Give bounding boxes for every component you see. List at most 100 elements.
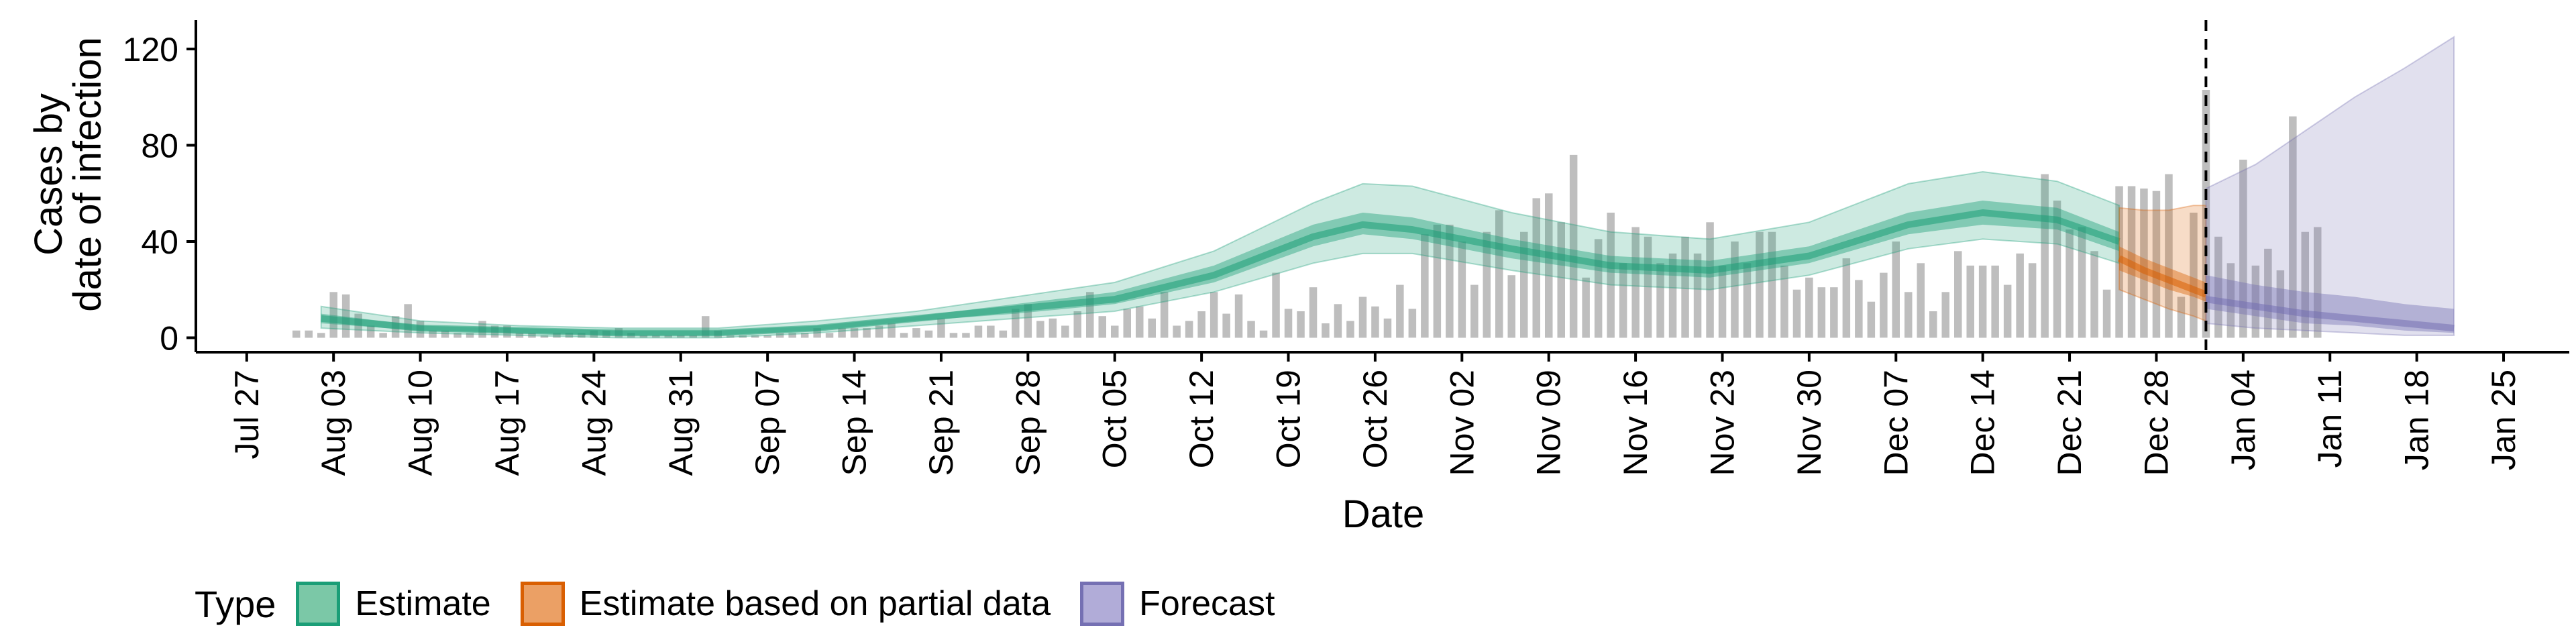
case-bar — [2301, 231, 2309, 338]
case-bar — [1358, 297, 1367, 338]
case-bar — [1569, 154, 1578, 338]
case-bar — [2090, 251, 2098, 338]
case-bar — [565, 333, 574, 338]
legend-label-forecast: Forecast — [1139, 584, 1275, 623]
case-bar — [1805, 277, 1813, 338]
case-bar — [800, 333, 809, 338]
legend-swatch-partial — [520, 582, 565, 626]
case-bar — [2314, 227, 2322, 338]
case-bar — [1954, 251, 1962, 338]
case-bar — [1619, 263, 1627, 338]
case-bar — [962, 333, 970, 338]
case-bar — [1185, 321, 1193, 338]
case-bar — [987, 325, 995, 338]
case-bar — [1880, 272, 1888, 338]
legend-swatch-estimate — [296, 582, 341, 626]
case-bar — [1780, 265, 1788, 338]
case-bar — [329, 292, 337, 338]
case-bar — [2003, 284, 2012, 338]
x-tick-label: Dec 07 — [1877, 370, 1915, 476]
case-bar — [2165, 174, 2173, 338]
case-bar — [1136, 306, 1144, 338]
case-bar — [1842, 258, 1851, 338]
case-bar — [453, 333, 462, 338]
case-bar — [1594, 239, 1603, 338]
x-tick-label: Aug 03 — [315, 370, 352, 476]
case-bar — [813, 328, 821, 338]
case-bar — [1978, 265, 1987, 338]
legend-label-estimate: Estimate — [355, 584, 491, 623]
case-bar — [379, 333, 387, 338]
case-bar — [2264, 248, 2272, 338]
case-bar — [2190, 213, 2198, 338]
case-bar — [1024, 304, 1032, 338]
case-bar — [1644, 236, 1652, 338]
case-bar — [1346, 321, 1354, 338]
case-bar — [2152, 191, 2161, 338]
x-tick-label: Oct 12 — [1183, 370, 1220, 468]
case-bar — [1693, 253, 1702, 338]
band-inner-estimate — [321, 201, 2120, 335]
case-bar — [863, 328, 871, 338]
case-bar — [850, 328, 859, 338]
case-bar — [2016, 253, 2024, 338]
case-bar — [1483, 231, 1491, 338]
case-bar — [366, 325, 375, 338]
case-bar — [1892, 241, 1900, 338]
case-bar — [292, 330, 301, 338]
x-tick-label: Nov 02 — [1443, 370, 1481, 476]
case-bar — [2102, 289, 2111, 338]
case-bar — [1545, 193, 1553, 338]
legend-title: Type — [195, 582, 276, 625]
case-bar — [1904, 292, 1913, 338]
case-bar — [2276, 270, 2285, 338]
x-tick-label: Oct 19 — [1270, 370, 1307, 468]
case-bar — [1446, 224, 1454, 338]
case-bar — [466, 333, 474, 338]
case-bar — [900, 333, 908, 338]
case-bar — [763, 335, 771, 338]
case-bar — [838, 328, 846, 338]
case-bar — [1098, 316, 1106, 338]
case-bar — [1160, 292, 1169, 338]
case-bar — [2028, 263, 2037, 338]
case-bar — [540, 335, 549, 338]
case-bar — [825, 333, 834, 338]
case-bar — [1507, 275, 1515, 338]
median-line-forecast — [2205, 296, 2455, 332]
y-tick-label: 80 — [141, 127, 178, 165]
x-axis-label: Date — [1342, 492, 1425, 536]
case-bar — [1458, 241, 1466, 338]
case-bar — [2053, 201, 2061, 338]
case-bar — [1173, 325, 1181, 338]
x-tick-label: Jan 04 — [2224, 370, 2262, 470]
case-bar — [1433, 224, 1442, 338]
case-bar — [441, 330, 449, 338]
case-bar — [1941, 292, 1949, 338]
case-bar — [1867, 301, 1876, 338]
x-tick-label: Dec 14 — [1964, 370, 2002, 476]
case-bar — [1582, 277, 1590, 338]
y-axis-label-line-2: date of infection — [66, 37, 109, 312]
case-bar — [1631, 227, 1640, 338]
case-bar — [937, 318, 945, 338]
case-bar — [1334, 304, 1342, 338]
case-bar — [1495, 210, 1503, 338]
case-bar — [1272, 272, 1280, 338]
case-bar — [553, 333, 561, 338]
median-line-estimate — [321, 209, 2121, 337]
case-bar — [639, 335, 648, 338]
case-bar — [652, 335, 660, 338]
case-bar — [1681, 236, 1689, 338]
case-bar — [1012, 309, 1020, 338]
x-tick-label: Jan 11 — [2311, 370, 2349, 468]
case-bar — [1470, 284, 1479, 338]
case-bar — [788, 333, 796, 338]
case-bar — [1036, 321, 1044, 338]
case-bar — [1421, 234, 1429, 338]
x-tick-label: Nov 16 — [1617, 370, 1654, 476]
case-bar — [924, 330, 933, 338]
case-bar — [2065, 229, 2074, 338]
axes: Cases by date of infection Date 0 40 80 120… — [27, 20, 2569, 536]
band-inner-forecast — [2206, 275, 2455, 333]
